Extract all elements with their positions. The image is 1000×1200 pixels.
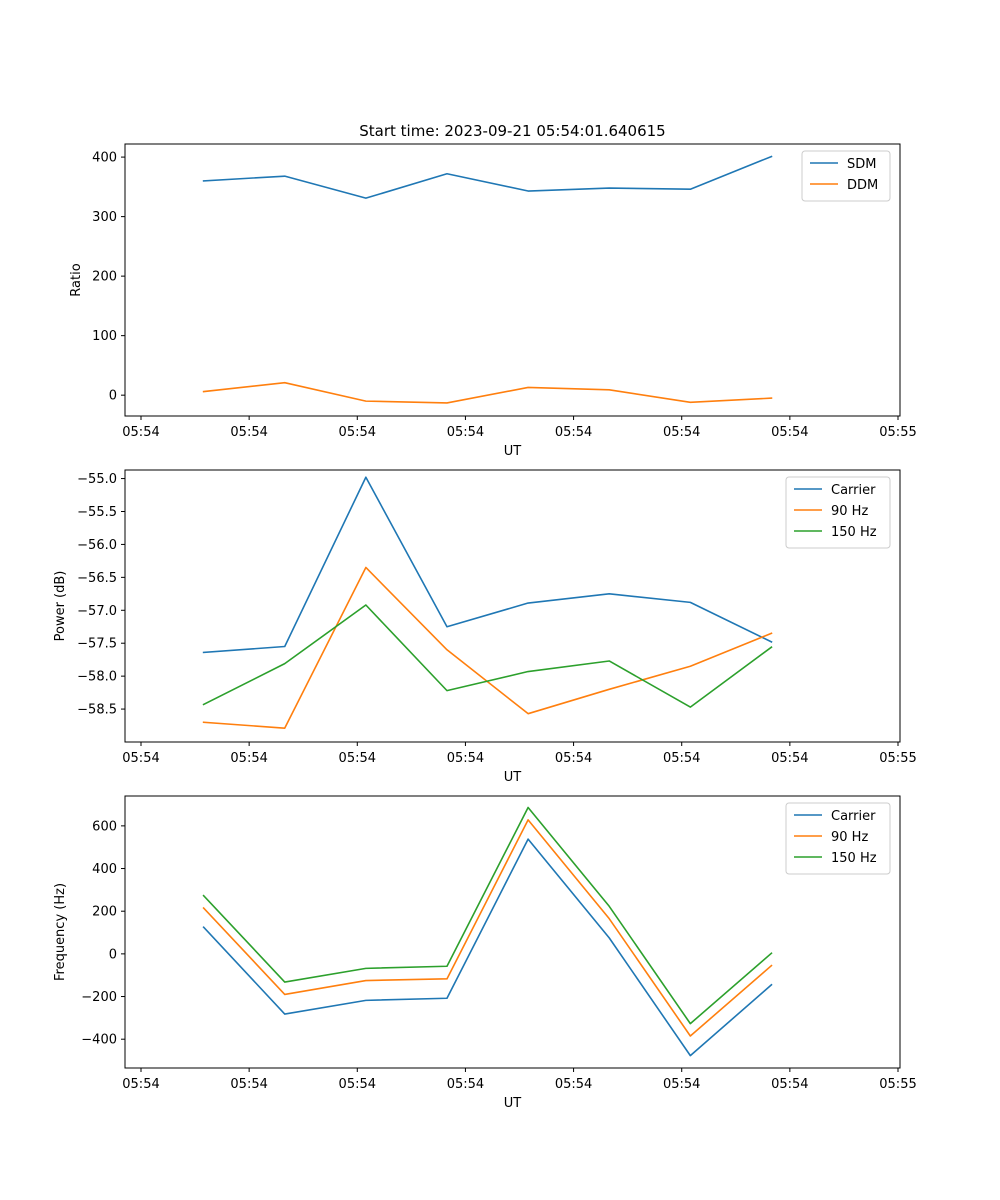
- series-line-90-hz: [202, 819, 773, 1037]
- axes-frame: [124, 795, 901, 1069]
- y-tick-label: −57.0: [77, 604, 117, 619]
- chart-panel-3: 05:54 05:54 05:54 05:54 05:54 05:54 05:54 05:55…: [53, 795, 917, 1111]
- x-tick-label: 05:54: [771, 1077, 808, 1092]
- legend: Carrier 90 Hz 150 Hz: [785, 476, 891, 549]
- y-tick-label: −55.0: [77, 472, 117, 487]
- y-tick-label: −400: [81, 1033, 117, 1048]
- legend-label-150-hz: 150 Hz: [831, 525, 877, 540]
- y-tick-label: 300: [92, 210, 117, 225]
- x-tick-label: 05:54: [555, 425, 592, 440]
- x-tick-label: 05:54: [663, 751, 700, 766]
- x-tick-label: 05:54: [230, 425, 267, 440]
- x-tick-label: 05:54: [122, 1077, 159, 1092]
- y-tick-label: −56.5: [77, 571, 117, 586]
- x-tick-label: 05:54: [663, 425, 700, 440]
- chart-panel-2: 05:54 05:54 05:54 05:54 05:54 05:54 05:54 05:55…: [53, 469, 917, 785]
- x-tick-label: 05:54: [230, 751, 267, 766]
- legend-label-carrier: Carrier: [831, 483, 876, 498]
- legend: SDM DDM: [801, 150, 891, 202]
- x-tick-label: 05:54: [447, 751, 484, 766]
- y-tick-label: 100: [92, 329, 117, 344]
- x-tick-label: 05:54: [447, 425, 484, 440]
- series-line-carrier: [202, 838, 773, 1057]
- y-tick-label: 400: [92, 151, 117, 166]
- x-tick-label: 05:54: [122, 751, 159, 766]
- series-line-150-hz: [202, 806, 773, 1025]
- x-tick-label: 05:55: [879, 425, 916, 440]
- x-tick-label: 05:54: [555, 1077, 592, 1092]
- y-tick-label: −55.5: [77, 505, 117, 520]
- x-tick-label: 05:54: [339, 751, 376, 766]
- x-axis-label: UT: [504, 1096, 522, 1111]
- axes-frame: [124, 143, 901, 417]
- x-tick-label: 05:54: [771, 425, 808, 440]
- x-tick-label: 05:54: [122, 425, 159, 440]
- y-tick-label: 0: [109, 389, 117, 404]
- x-tick-label: 05:55: [879, 751, 916, 766]
- series-line-carrier: [202, 476, 773, 654]
- y-tick-label: 600: [92, 819, 117, 834]
- legend-box: [801, 150, 891, 202]
- x-tick-label: 05:54: [339, 425, 376, 440]
- x-axis-label: UT: [504, 770, 522, 785]
- x-tick-label: 05:54: [447, 1077, 484, 1092]
- chart-panel-1: 05:54 05:54 05:54 05:54 05:54 05:54 05:54 05:55…: [69, 143, 917, 459]
- x-tick-label: 05:55: [879, 1077, 916, 1092]
- legend: Carrier 90 Hz 150 Hz: [785, 802, 891, 875]
- y-tick-label: −200: [81, 990, 117, 1005]
- y-tick-label: 400: [92, 862, 117, 877]
- y-tick-label: 0: [109, 947, 117, 962]
- axes-frame: [124, 469, 901, 743]
- x-tick-label: 05:54: [230, 1077, 267, 1092]
- x-axis-label: UT: [504, 444, 522, 459]
- legend-label-90-hz: 90 Hz: [831, 830, 868, 845]
- y-tick-label: 200: [92, 270, 117, 285]
- y-axis-label: Power (dB): [53, 571, 68, 642]
- x-tick-label: 05:54: [555, 751, 592, 766]
- y-axis-label: Frequency (Hz): [53, 883, 68, 981]
- y-tick-label: −56.0: [77, 538, 117, 553]
- legend-label-sdm: SDM: [847, 157, 876, 172]
- y-axis-label: Ratio: [69, 263, 84, 296]
- x-tick-label: 05:54: [663, 1077, 700, 1092]
- y-tick-label: −57.5: [77, 637, 117, 652]
- y-tick-label: −58.5: [77, 703, 117, 718]
- series-line-150-hz: [202, 604, 773, 708]
- figure-title: Start time: 2023-09-21 05:54:01.640615: [359, 122, 665, 140]
- legend-label-carrier: Carrier: [831, 809, 876, 824]
- y-tick-label: −58.0: [77, 670, 117, 685]
- legend-label-150-hz: 150 Hz: [831, 851, 877, 866]
- y-tick-label: 200: [92, 905, 117, 920]
- series-line-ddm: [202, 381, 773, 404]
- legend-label-90-hz: 90 Hz: [831, 504, 868, 519]
- x-tick-label: 05:54: [771, 751, 808, 766]
- series-line-sdm: [202, 155, 773, 199]
- x-tick-label: 05:54: [339, 1077, 376, 1092]
- legend-label-ddm: DDM: [847, 178, 878, 193]
